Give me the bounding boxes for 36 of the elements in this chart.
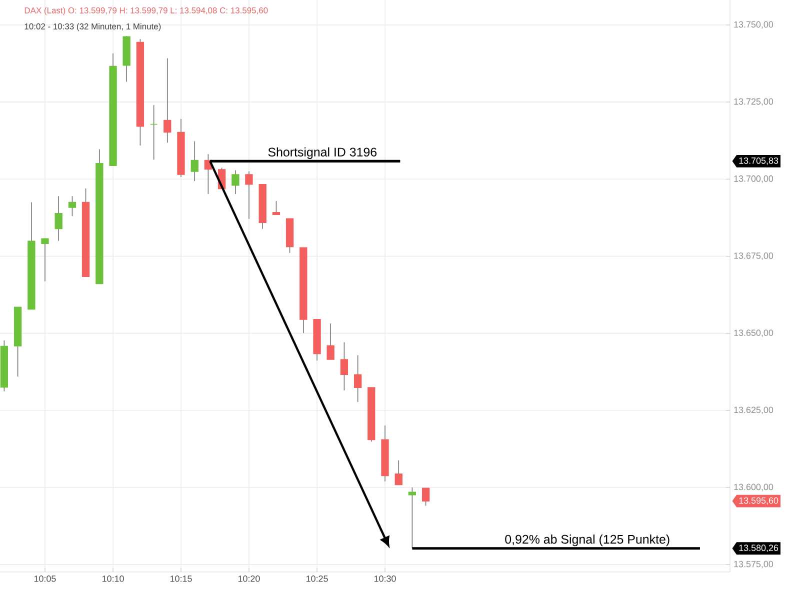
text: 10:02 - 10:33 (32 Minuten, 1 Minute) [24, 23, 161, 32]
candlestick [422, 488, 430, 506]
y-tick-label: 13.650,00 [734, 330, 774, 338]
x-tick-label: 10:05 [34, 576, 56, 582]
text: 13.705,83 [739, 157, 778, 165]
text: DAX (Last) O: 13.599,79 H: 13.599,79 L: 13.594,08 C: 13.595,60 [24, 7, 268, 16]
annotation: 0,92% ab Signal (125 Punkte) [505, 534, 670, 546]
candlestick [340, 342, 348, 391]
candlestick [354, 354, 362, 402]
candlestick [326, 323, 334, 360]
x-tick-label: 10:20 [238, 576, 260, 582]
text: 13.580,26 [739, 544, 778, 552]
annotation: Shortsignal ID 3196 [268, 147, 377, 159]
x-tick-label: 10:25 [306, 576, 328, 582]
y-tick-label: 13.575,00 [734, 560, 774, 568]
candlestick [394, 460, 402, 486]
x-tick-label: 10:10 [102, 576, 124, 582]
y-tick-label: 13.625,00 [734, 406, 774, 414]
y-tick-label: 13.725,00 [734, 98, 774, 106]
candlestick [408, 487, 416, 549]
candlestick [245, 171, 253, 220]
text: 13.595,60 [739, 497, 778, 505]
candlestick [164, 58, 172, 144]
candlestick [54, 196, 62, 242]
candlestick [150, 104, 158, 160]
candlestick [272, 200, 280, 215]
candlestick [190, 140, 198, 182]
candlestick [41, 238, 49, 282]
x-tick-label: 10:30 [374, 576, 396, 582]
y-tick-label: 13.675,00 [734, 252, 774, 260]
y-tick-label: 13.700,00 [734, 175, 774, 183]
candlestick [232, 170, 240, 194]
candlestick [68, 196, 76, 217]
y-tick-label: 13.600,00 [734, 484, 774, 492]
y-tick-label: 13.750,00 [734, 21, 774, 29]
x-tick-label: 10:15 [170, 576, 192, 582]
